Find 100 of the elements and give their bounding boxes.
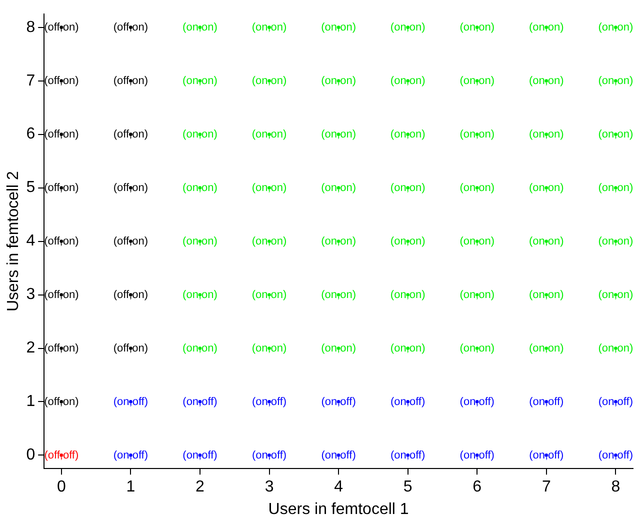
data-label: (on,on) — [321, 235, 356, 248]
data-label: (on,on) — [321, 74, 356, 87]
data-label: (on,off) — [113, 396, 148, 408]
data-label: (off,on) — [113, 74, 148, 87]
data-label: (on,on) — [390, 342, 426, 354]
data-label: (on,on) — [321, 128, 356, 140]
y-tick-label: 0 — [26, 446, 36, 464]
data-label: (on,on) — [598, 128, 634, 140]
data-label: (off,on) — [44, 396, 79, 408]
x-axis-title: Users in femtocell 1 — [268, 500, 409, 518]
x-tick-label: 3 — [264, 478, 274, 496]
data-label: (on,on) — [182, 21, 218, 34]
data-label: (on,on) — [252, 235, 287, 248]
data-label: (on,on) — [598, 288, 634, 301]
x-tick-label: 8 — [611, 478, 620, 496]
data-label: (on,off) — [460, 396, 494, 408]
data-label: (on,on) — [252, 342, 287, 354]
data-label: (on,on) — [321, 288, 356, 301]
data-label: (on,off) — [390, 396, 426, 408]
data-label: (on,on) — [252, 128, 287, 140]
data-label: (on,off) — [182, 449, 218, 462]
data-label: (off,on) — [113, 128, 148, 140]
data-label: (on,on) — [252, 74, 287, 87]
data-label: (on,on) — [528, 235, 564, 248]
y-tick-label: 4 — [26, 232, 36, 250]
data-label: (on,on) — [528, 342, 564, 354]
data-label: (on,on) — [460, 21, 495, 34]
y-tick-label: 2 — [26, 340, 36, 357]
data-label: (off,on) — [44, 342, 79, 354]
data-label: (on,off) — [252, 396, 287, 408]
data-label: (on,on) — [598, 182, 634, 194]
y-axis-title: Users in femtocell 2 — [5, 170, 22, 312]
y-tick-label: 7 — [26, 72, 36, 90]
x-tick-label: 6 — [472, 478, 482, 496]
y-tick-label: 1 — [26, 393, 36, 410]
y-tick-label: 3 — [26, 286, 36, 304]
data-label: (on,on) — [460, 182, 495, 194]
data-label: (off,on) — [113, 342, 148, 354]
data-label: (on,on) — [528, 128, 564, 140]
data-label: (on,on) — [390, 74, 426, 87]
x-tick-label: 4 — [334, 478, 344, 496]
data-label: (on,on) — [528, 182, 564, 194]
data-label: (off,off) — [44, 449, 79, 462]
data-label: (off,on) — [113, 21, 148, 34]
data-label: (on,off) — [529, 396, 564, 408]
data-label: (on,on) — [460, 342, 495, 354]
data-label: (on,on) — [390, 288, 426, 301]
data-label: (off,on) — [44, 74, 79, 87]
data-label: (on,on) — [182, 128, 218, 140]
data-label: (on,on) — [598, 21, 634, 34]
data-label: (on,on) — [598, 235, 634, 248]
data-label: (on,on) — [321, 182, 356, 194]
data-label: (on,on) — [390, 21, 426, 34]
data-label: (on,on) — [598, 74, 634, 87]
x-tick-label: 2 — [196, 478, 205, 496]
x-tick-label: 5 — [403, 478, 412, 496]
data-label: (on,off) — [598, 449, 634, 462]
data-label: (on,on) — [321, 21, 356, 34]
data-label: (on,off) — [113, 449, 148, 462]
x-tick-label: 7 — [542, 478, 551, 496]
data-label: (on,off) — [252, 449, 287, 462]
data-label: (off,on) — [44, 235, 79, 248]
data-label: (on,on) — [528, 74, 564, 87]
data-label: (on,on) — [598, 342, 634, 354]
y-tick-label: 5 — [26, 179, 36, 196]
data-label: (off,on) — [44, 182, 79, 194]
data-label: (on,on) — [182, 182, 218, 194]
data-label: (on,on) — [182, 235, 218, 248]
data-label: (on,off) — [598, 396, 634, 408]
y-tick-label: 6 — [26, 126, 36, 143]
data-label: (on,on) — [252, 182, 287, 194]
data-label: (on,off) — [321, 396, 356, 408]
data-label: (on,on) — [460, 235, 495, 248]
data-label: (off,on) — [44, 128, 79, 140]
y-tick-label: 8 — [26, 18, 36, 36]
data-label: (on,on) — [182, 288, 218, 301]
data-label: (on,on) — [390, 235, 426, 248]
data-label: (on,on) — [252, 21, 287, 34]
data-label: (on,on) — [460, 74, 495, 87]
data-label: (off,on) — [113, 182, 148, 194]
data-label: (off,on) — [44, 21, 79, 34]
data-label: (on,on) — [252, 288, 287, 301]
data-label: (off,on) — [113, 235, 148, 248]
data-label: (on,off) — [460, 449, 494, 462]
data-label: (on,on) — [390, 128, 426, 140]
data-label: (on,on) — [528, 288, 564, 301]
data-label: (on,on) — [528, 21, 564, 34]
data-label: (on,on) — [182, 74, 218, 87]
data-label: (on,off) — [321, 449, 356, 462]
data-label: (on,off) — [182, 396, 218, 408]
data-label: (on,on) — [182, 342, 218, 354]
data-label: (on,on) — [390, 182, 426, 194]
data-label: (on,on) — [321, 342, 356, 354]
data-label: (off,on) — [113, 288, 148, 301]
data-label: (on,off) — [390, 449, 426, 462]
data-label: (on,off) — [529, 449, 564, 462]
x-tick-label: 0 — [56, 478, 66, 496]
data-label: (on,on) — [460, 288, 495, 301]
x-tick-label: 1 — [126, 478, 136, 496]
data-label: (off,on) — [44, 288, 79, 301]
